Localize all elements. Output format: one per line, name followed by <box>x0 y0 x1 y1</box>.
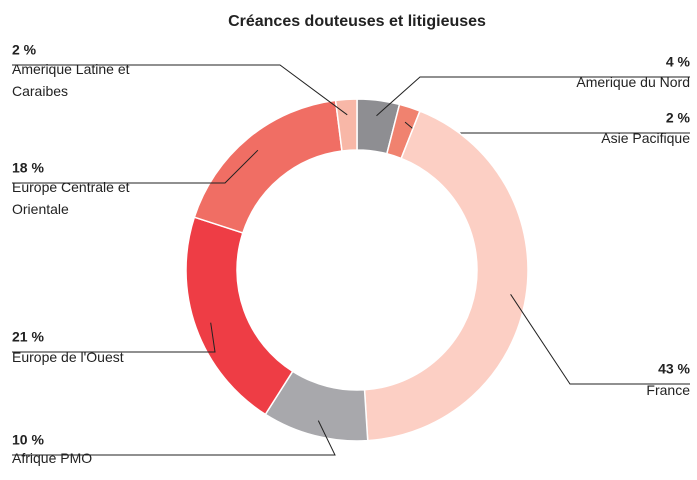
donut-segment <box>363 110 529 442</box>
leader-line <box>12 64 348 116</box>
category-label: Europe Centrale et Orientale <box>12 179 130 217</box>
leader-line <box>12 322 216 353</box>
category-label: Asie Pacifique <box>601 130 690 146</box>
value-label: 43 % <box>658 361 690 377</box>
category-label: Afrique PMO <box>12 450 93 466</box>
value-label: 10 % <box>12 432 44 448</box>
donut-segment <box>334 98 358 152</box>
value-label: 21 % <box>12 329 44 345</box>
category-label: Europe de l'Ouest <box>12 349 124 365</box>
leader-line <box>510 294 690 385</box>
value-label: 2 % <box>12 42 37 58</box>
donut-segment <box>185 216 294 416</box>
chart-title: Créances douteuses et litigieuses <box>228 13 486 30</box>
leader-line <box>376 76 690 117</box>
value-label: 4 % <box>666 54 691 70</box>
leader-line <box>12 420 336 456</box>
leader-line <box>12 149 259 184</box>
donut-segment <box>193 99 343 234</box>
value-label: 18 % <box>12 160 44 176</box>
category-label: Amerique Latine et Caraibes <box>12 61 130 99</box>
category-label: Amerique du Nord <box>576 74 690 90</box>
value-label: 2 % <box>666 110 691 126</box>
category-label: France <box>646 382 690 398</box>
